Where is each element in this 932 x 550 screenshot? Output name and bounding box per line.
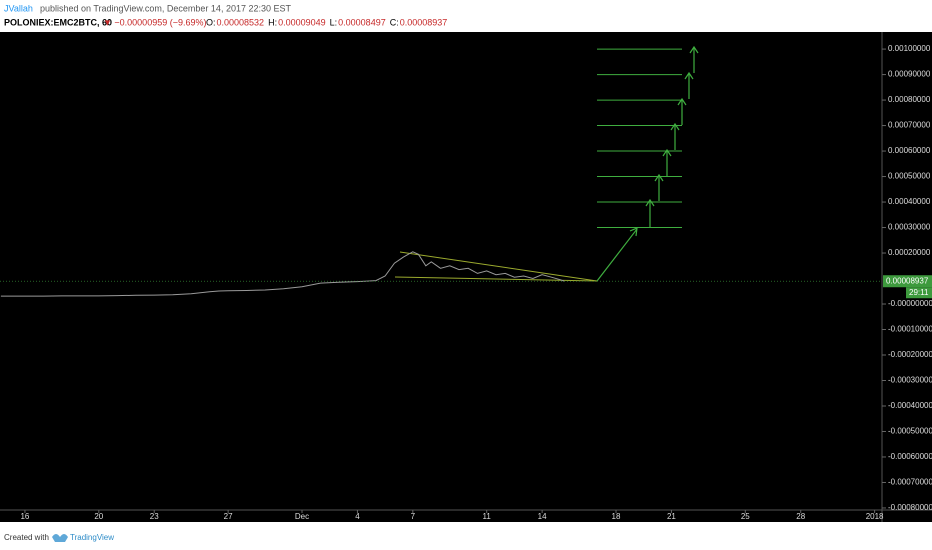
y-tick-label: 0.00100000 — [888, 44, 931, 53]
y-tick-label: 0.00060000 — [888, 146, 931, 155]
step-arrows — [645, 45, 699, 227]
symbol: POLONIEX:EMC2BTC, 60 — [4, 17, 112, 27]
countdown: 29:11 — [909, 288, 929, 297]
price-label: 0.00008937 — [886, 276, 929, 285]
author: JVallah — [4, 3, 33, 13]
y-tick-label: -0.00050000 — [888, 427, 932, 436]
ohlc-value: 0.00008937 — [400, 17, 448, 27]
trendline — [399, 251, 598, 282]
footer-brand: TradingView — [70, 533, 114, 542]
ohlc-label: C: — [390, 17, 399, 27]
y-tick-label: 0.00030000 — [888, 223, 931, 232]
x-tick-label: 23 — [150, 512, 159, 521]
change: ▼ −0.00000959 (−9.69%) — [103, 17, 206, 27]
x-tick-label: 21 — [667, 512, 676, 521]
ohlc-label: L: — [330, 17, 338, 27]
footer-text: Created with — [4, 533, 49, 542]
x-tick-label: 2018 — [866, 512, 884, 521]
y-tick-label: -0.00020000 — [888, 350, 932, 359]
y-tick-label: -0.00080000 — [888, 503, 932, 512]
y-tick-label: -0.00010000 — [888, 325, 932, 334]
x-tick-label: 16 — [20, 512, 29, 521]
y-tick-label: 0.00080000 — [888, 95, 931, 104]
y-tick-label: 0.00020000 — [888, 248, 931, 257]
y-tick-label: -0.00070000 — [888, 478, 932, 487]
published: published on TradingView.com, December 1… — [40, 3, 291, 13]
x-tick-label: 14 — [538, 512, 547, 521]
x-tick-label: 4 — [355, 512, 360, 521]
y-tick-label: 0.00040000 — [888, 197, 931, 206]
y-tick-label: -0.00040000 — [888, 401, 932, 410]
header: JVallah published on TradingView.com, De… — [4, 3, 447, 27]
y-tick-label: 0.00070000 — [888, 121, 931, 130]
y-tick-label: -0.00000000 — [888, 299, 932, 308]
x-tick-label: 27 — [224, 512, 233, 521]
ohlc-value: 0.00008532 — [217, 17, 265, 27]
ohlc-value: 0.00008497 — [338, 17, 386, 27]
plot-background — [0, 32, 932, 522]
x-tick-label: 11 — [483, 512, 492, 521]
x-tick-label: 18 — [612, 512, 621, 521]
x-tick-label: 28 — [796, 512, 805, 521]
ohlc-value: 0.00009049 — [278, 17, 326, 27]
x-tick-label: 20 — [94, 512, 103, 521]
y-tick-label: -0.00030000 — [888, 376, 932, 385]
y-tick-label: 0.00090000 — [888, 70, 931, 79]
countdown-box — [906, 287, 932, 299]
logo — [52, 534, 68, 542]
x-tick-label: Dec — [295, 512, 309, 521]
price-line — [0, 251, 565, 297]
y-tick-label: 0.00050000 — [888, 172, 931, 181]
x-tick-label: 25 — [741, 512, 750, 521]
price-label-box — [883, 275, 932, 288]
projection-line — [596, 228, 638, 282]
ohlc-label: O: — [206, 17, 216, 27]
x-tick-label: 7 — [411, 512, 416, 521]
footer: Created with TradingView — [4, 533, 114, 542]
ohlc-label: H: — [268, 17, 277, 27]
y-tick-label: -0.00060000 — [888, 452, 932, 461]
